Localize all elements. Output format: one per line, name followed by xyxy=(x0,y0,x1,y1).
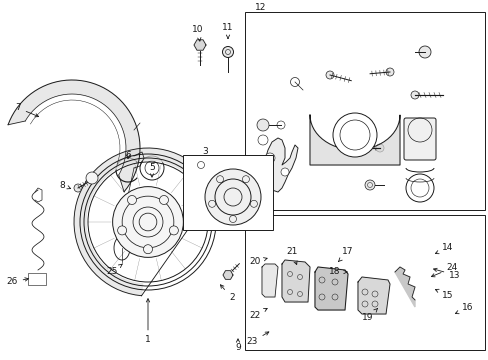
Circle shape xyxy=(325,71,333,79)
Text: 7: 7 xyxy=(15,104,39,117)
Text: 11: 11 xyxy=(222,23,233,39)
Circle shape xyxy=(112,186,183,257)
Text: 25: 25 xyxy=(106,264,122,276)
Polygon shape xyxy=(314,267,347,310)
Polygon shape xyxy=(74,148,215,296)
Circle shape xyxy=(143,245,152,254)
Circle shape xyxy=(375,144,383,152)
Text: 4: 4 xyxy=(230,158,240,170)
FancyBboxPatch shape xyxy=(403,118,435,160)
Circle shape xyxy=(204,169,261,225)
Polygon shape xyxy=(223,271,232,279)
Bar xyxy=(183,155,272,230)
Text: 18: 18 xyxy=(328,267,346,276)
Circle shape xyxy=(385,68,393,76)
Text: 3: 3 xyxy=(202,148,212,161)
Bar xyxy=(244,12,484,210)
Text: 22: 22 xyxy=(249,309,266,320)
Circle shape xyxy=(410,91,418,99)
Text: 23: 23 xyxy=(246,332,268,346)
Text: 14: 14 xyxy=(434,243,453,254)
Circle shape xyxy=(264,153,274,163)
Text: 2: 2 xyxy=(220,285,234,302)
Bar xyxy=(244,215,484,350)
Text: 6: 6 xyxy=(125,150,131,159)
Circle shape xyxy=(127,195,136,204)
Text: 15: 15 xyxy=(434,289,453,300)
Circle shape xyxy=(86,172,98,184)
Text: 1: 1 xyxy=(145,299,151,345)
Polygon shape xyxy=(8,80,140,192)
Text: 20: 20 xyxy=(249,257,266,266)
Circle shape xyxy=(257,119,268,131)
Circle shape xyxy=(332,113,376,157)
Text: 9: 9 xyxy=(235,339,241,352)
Polygon shape xyxy=(258,138,297,192)
Polygon shape xyxy=(194,40,205,50)
Circle shape xyxy=(74,184,82,192)
Text: 12: 12 xyxy=(254,4,266,13)
Circle shape xyxy=(364,180,374,190)
Polygon shape xyxy=(394,267,414,307)
Text: 21: 21 xyxy=(286,248,297,265)
Text: 19: 19 xyxy=(362,309,377,323)
Polygon shape xyxy=(262,264,278,297)
Bar xyxy=(28,273,46,285)
Circle shape xyxy=(169,226,178,235)
Circle shape xyxy=(159,195,168,204)
Text: 24: 24 xyxy=(430,264,457,277)
Circle shape xyxy=(281,168,288,176)
Text: 26: 26 xyxy=(6,278,28,287)
Text: 10: 10 xyxy=(192,26,203,41)
Polygon shape xyxy=(309,115,399,165)
Polygon shape xyxy=(357,277,389,314)
Circle shape xyxy=(418,46,430,58)
Circle shape xyxy=(118,226,126,235)
Text: 17: 17 xyxy=(338,248,353,261)
Text: 5: 5 xyxy=(149,163,155,177)
Text: 16: 16 xyxy=(454,303,473,314)
Circle shape xyxy=(222,46,233,58)
Text: 8: 8 xyxy=(59,180,70,189)
Text: 13: 13 xyxy=(433,268,460,279)
Polygon shape xyxy=(282,260,309,302)
